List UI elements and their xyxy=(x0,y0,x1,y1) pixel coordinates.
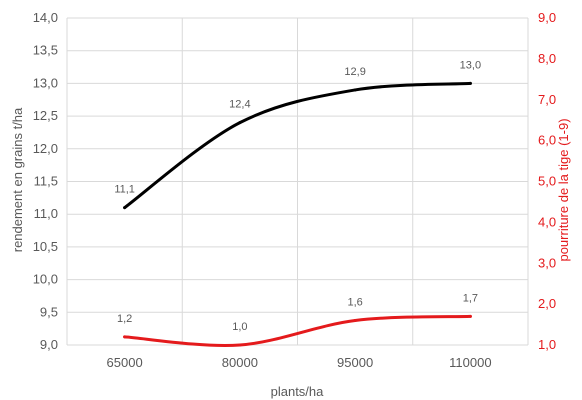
right-tick-label: 2,0 xyxy=(538,296,556,311)
left-tick-label: 11,0 xyxy=(34,206,58,221)
x-axis-title: plants/ha xyxy=(271,384,325,399)
data-point xyxy=(353,88,357,92)
right-tick-label: 9,0 xyxy=(538,10,556,25)
x-axis-ticks: 65000 80000 95000 110000 xyxy=(107,355,492,370)
x-tick-label: 95000 xyxy=(337,355,373,370)
right-tick-label: 7,0 xyxy=(538,92,556,107)
data-label: 13,0 xyxy=(460,59,481,71)
data-label: 1,0 xyxy=(232,321,247,333)
data-label: 1,6 xyxy=(347,296,362,308)
left-tick-label: 9,0 xyxy=(40,337,58,352)
data-label: 1,2 xyxy=(117,313,132,325)
data-label: 12,9 xyxy=(344,66,365,78)
data-point xyxy=(353,318,357,322)
x-tick-label: 65000 xyxy=(107,355,143,370)
right-axis-title: pourriture de la tige (1-9) xyxy=(556,118,571,261)
left-tick-label: 12,0 xyxy=(33,141,58,156)
series-group xyxy=(123,81,472,347)
left-tick-label: 13,5 xyxy=(33,43,58,58)
left-axis-title: rendement en grains t/ha xyxy=(10,107,25,252)
left-tick-label: 9,5 xyxy=(40,304,58,319)
x-tick-label: 80000 xyxy=(222,355,258,370)
left-tick-label: 11,5 xyxy=(34,174,58,189)
left-tick-label: 10,0 xyxy=(33,272,58,287)
grid xyxy=(66,17,529,346)
data-point xyxy=(238,343,242,347)
right-tick-label: 4,0 xyxy=(538,214,556,229)
left-tick-label: 13,0 xyxy=(33,75,58,90)
data-point xyxy=(468,314,472,318)
data-label: 11,1 xyxy=(114,184,135,196)
left-axis-ticks: 9,0 9,5 10,0 10,5 11,0 11,5 12,0 12,5 13,0 13,5 14… xyxy=(33,10,58,352)
right-tick-label: 1,0 xyxy=(538,337,556,352)
stalk-rot-line xyxy=(123,314,472,347)
data-point xyxy=(468,81,472,85)
left-tick-label: 12,5 xyxy=(33,108,58,123)
left-tick-label: 10,5 xyxy=(33,239,58,254)
right-tick-label: 3,0 xyxy=(538,255,556,270)
data-point xyxy=(123,335,127,339)
left-tick-label: 14,0 xyxy=(33,10,58,25)
data-label: 1,7 xyxy=(463,292,478,304)
data-labels: 11,1 12,4 12,9 13,0 1,2 1,0 1,6 1,7 xyxy=(114,59,481,333)
x-tick-label: 110000 xyxy=(449,355,491,370)
data-point xyxy=(238,121,242,125)
data-point xyxy=(123,206,127,210)
right-tick-label: 5,0 xyxy=(538,174,556,189)
yield-line xyxy=(123,81,472,210)
right-tick-label: 6,0 xyxy=(538,133,556,148)
right-axis-ticks: 1,0 2,0 3,0 4,0 5,0 6,0 7,0 8,0 9,0 xyxy=(538,10,556,352)
right-tick-label: 8,0 xyxy=(538,51,556,66)
data-label: 12,4 xyxy=(229,99,250,111)
